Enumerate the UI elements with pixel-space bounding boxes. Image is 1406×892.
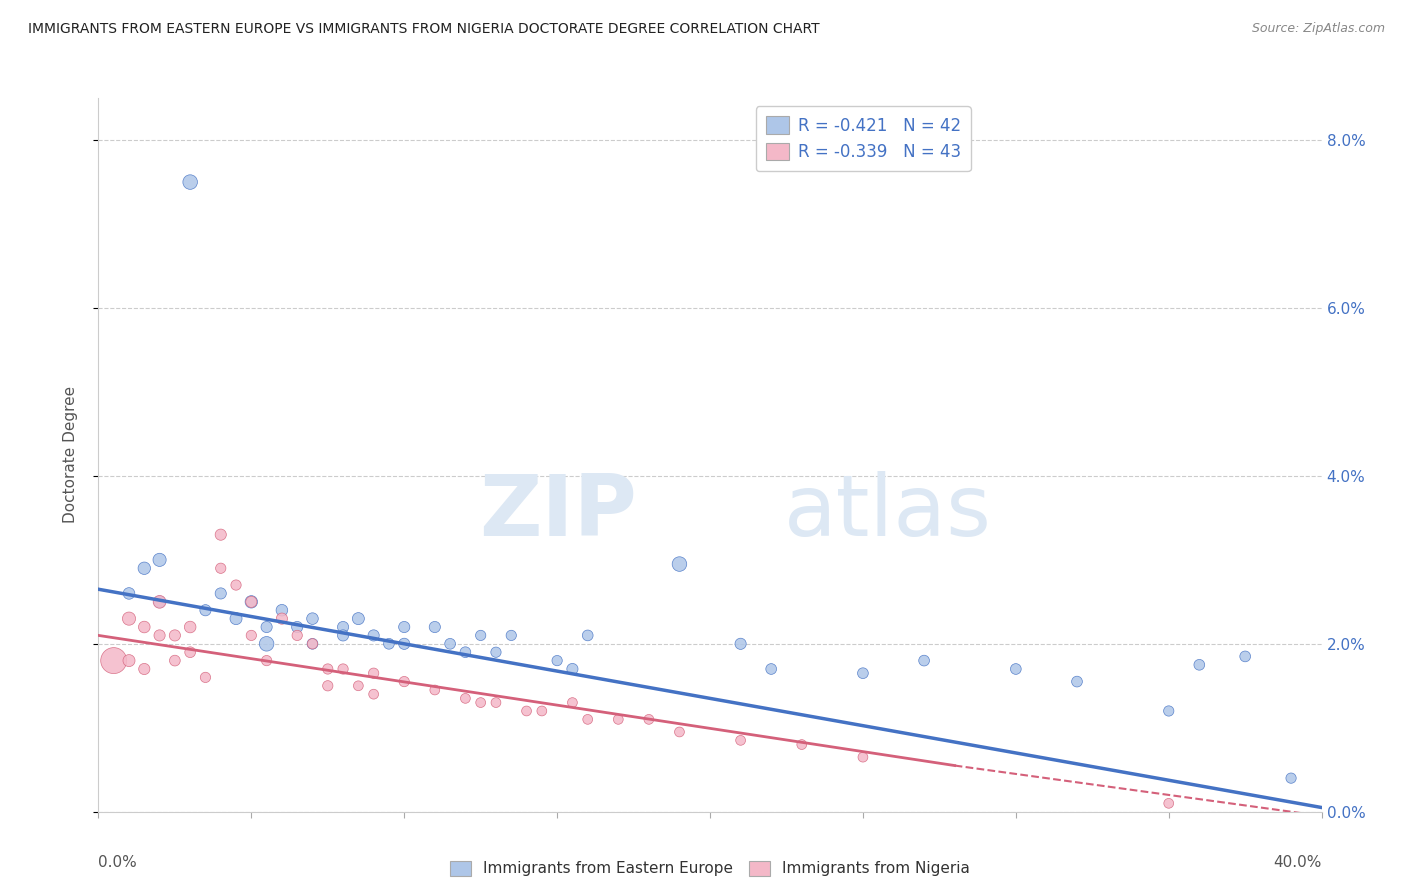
Point: [561, 662, 583, 676]
Point: [134, 561, 156, 575]
Point: [118, 654, 141, 668]
Point: [423, 683, 446, 698]
Point: [470, 628, 492, 642]
Point: [134, 662, 156, 676]
Point: [576, 712, 599, 726]
Point: [118, 612, 141, 626]
Point: [439, 637, 461, 651]
Point: [1188, 657, 1211, 672]
Text: Source: ZipAtlas.com: Source: ZipAtlas.com: [1251, 22, 1385, 36]
Point: [501, 628, 523, 642]
Point: [240, 595, 263, 609]
Text: atlas: atlas: [783, 470, 991, 554]
Point: [103, 654, 125, 668]
Point: [730, 637, 752, 651]
Point: [179, 645, 201, 659]
Point: [225, 578, 247, 592]
Point: [363, 687, 385, 701]
Point: [637, 712, 661, 726]
Point: [485, 696, 508, 710]
Point: [194, 603, 217, 617]
Point: [363, 628, 385, 642]
Point: [1004, 662, 1026, 676]
Point: [209, 561, 232, 575]
Point: [256, 654, 278, 668]
Point: [301, 637, 323, 651]
Point: [240, 628, 263, 642]
Text: 40.0%: 40.0%: [1274, 855, 1322, 870]
Point: [852, 750, 875, 764]
Point: [470, 696, 492, 710]
Point: [179, 175, 201, 189]
Point: [759, 662, 782, 676]
Point: [270, 603, 292, 617]
Y-axis label: Doctorate Degree: Doctorate Degree: [63, 386, 77, 524]
Point: [392, 674, 416, 689]
Point: [912, 654, 935, 668]
Point: [256, 620, 278, 634]
Point: [332, 620, 354, 634]
Point: [301, 637, 323, 651]
Point: [392, 637, 416, 651]
Point: [576, 628, 599, 642]
Point: [301, 612, 323, 626]
Point: [285, 620, 308, 634]
Point: [454, 645, 477, 659]
Point: [607, 712, 630, 726]
Point: [485, 645, 508, 659]
Point: [516, 704, 538, 718]
Point: [118, 586, 141, 600]
Point: [454, 691, 477, 706]
Point: [363, 666, 385, 681]
Text: 0.0%: 0.0%: [98, 855, 138, 870]
Point: [1234, 649, 1257, 664]
Point: [347, 612, 370, 626]
Point: [270, 612, 292, 626]
Legend: Immigrants from Eastern Europe, Immigrants from Nigeria: Immigrants from Eastern Europe, Immigran…: [444, 855, 976, 882]
Point: [530, 704, 553, 718]
Point: [134, 620, 156, 634]
Point: [149, 595, 172, 609]
Point: [256, 637, 278, 651]
Point: [149, 553, 172, 567]
Point: [561, 696, 583, 710]
Point: [546, 654, 568, 668]
Point: [209, 527, 232, 541]
Point: [209, 586, 232, 600]
Point: [1157, 797, 1180, 811]
Point: [1066, 674, 1088, 689]
Point: [852, 666, 875, 681]
Point: [668, 725, 690, 739]
Point: [423, 620, 446, 634]
Point: [668, 557, 690, 571]
Point: [316, 679, 339, 693]
Text: ZIP: ZIP: [479, 470, 637, 554]
Point: [392, 620, 416, 634]
Point: [378, 637, 401, 651]
Point: [163, 654, 186, 668]
Point: [1157, 704, 1180, 718]
Point: [194, 670, 217, 684]
Point: [347, 679, 370, 693]
Point: [730, 733, 752, 747]
Point: [225, 612, 247, 626]
Point: [332, 628, 354, 642]
Point: [163, 628, 186, 642]
Point: [149, 595, 172, 609]
Point: [332, 662, 354, 676]
Point: [240, 595, 263, 609]
Point: [285, 628, 308, 642]
Point: [790, 738, 813, 752]
Point: [1279, 771, 1302, 785]
Point: [179, 620, 201, 634]
Point: [149, 628, 172, 642]
Point: [316, 662, 339, 676]
Text: IMMIGRANTS FROM EASTERN EUROPE VS IMMIGRANTS FROM NIGERIA DOCTORATE DEGREE CORRE: IMMIGRANTS FROM EASTERN EUROPE VS IMMIGR…: [28, 22, 820, 37]
